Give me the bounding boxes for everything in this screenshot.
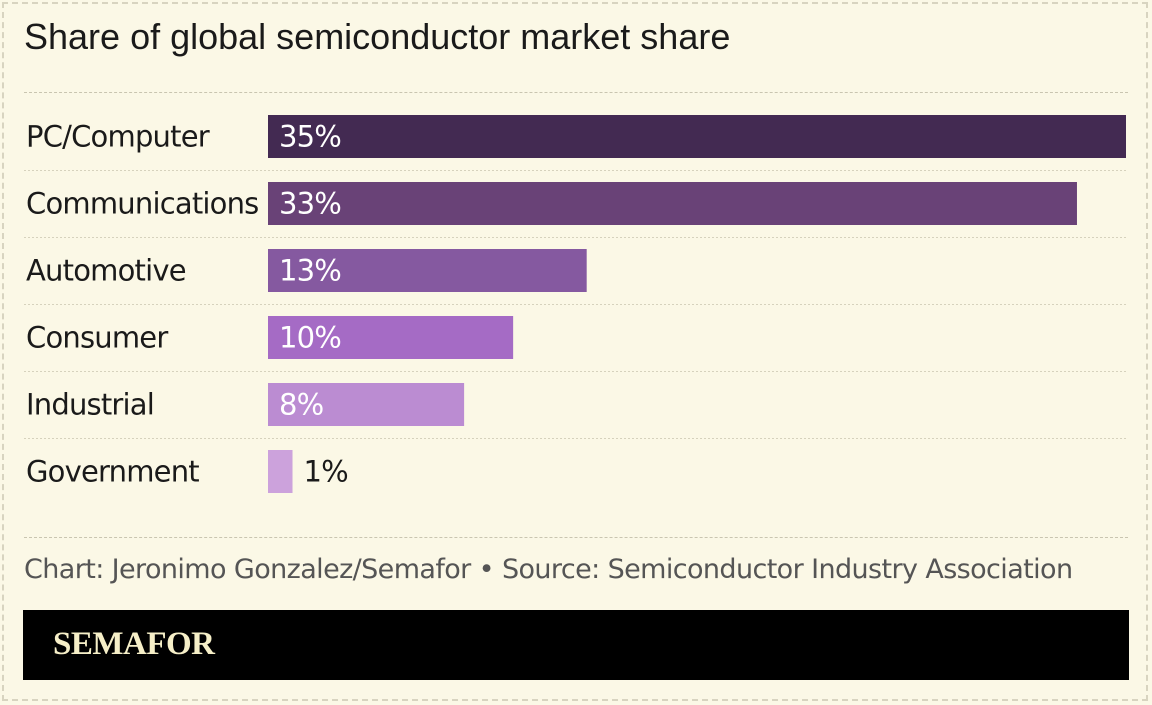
brand-footer: SEMAFOR: [23, 610, 1129, 680]
chart-credit: Chart: Jeronimo Gonzalez/Semafor • Sourc…: [24, 554, 1073, 585]
category-label: PC/Computer: [26, 120, 210, 154]
semafor-logo: SEMAFOR: [53, 626, 215, 662]
footer-divider: [24, 537, 1128, 538]
chart-title: Share of global semiconductor market sha…: [24, 16, 731, 57]
bar: [268, 182, 1077, 225]
value-label: 33%: [279, 187, 341, 221]
value-label: 13%: [279, 254, 341, 288]
category-label: Automotive: [26, 254, 186, 288]
bar: [268, 249, 587, 292]
bar: [268, 383, 465, 426]
bar: [268, 450, 293, 493]
value-label: 10%: [279, 321, 341, 355]
category-label: Industrial: [26, 388, 154, 422]
title-divider: [24, 92, 1128, 93]
category-label: Consumer: [26, 321, 168, 355]
bar: [268, 115, 1126, 158]
value-label: 1%: [304, 455, 348, 489]
bar: [268, 316, 514, 359]
value-label: 8%: [279, 388, 323, 422]
bar-chart: PC/Computer 35% Communications 33% Automotiv…: [24, 115, 1128, 493]
value-label: 35%: [279, 120, 341, 154]
category-label: Government: [26, 455, 199, 489]
category-label: Communications: [26, 187, 258, 221]
